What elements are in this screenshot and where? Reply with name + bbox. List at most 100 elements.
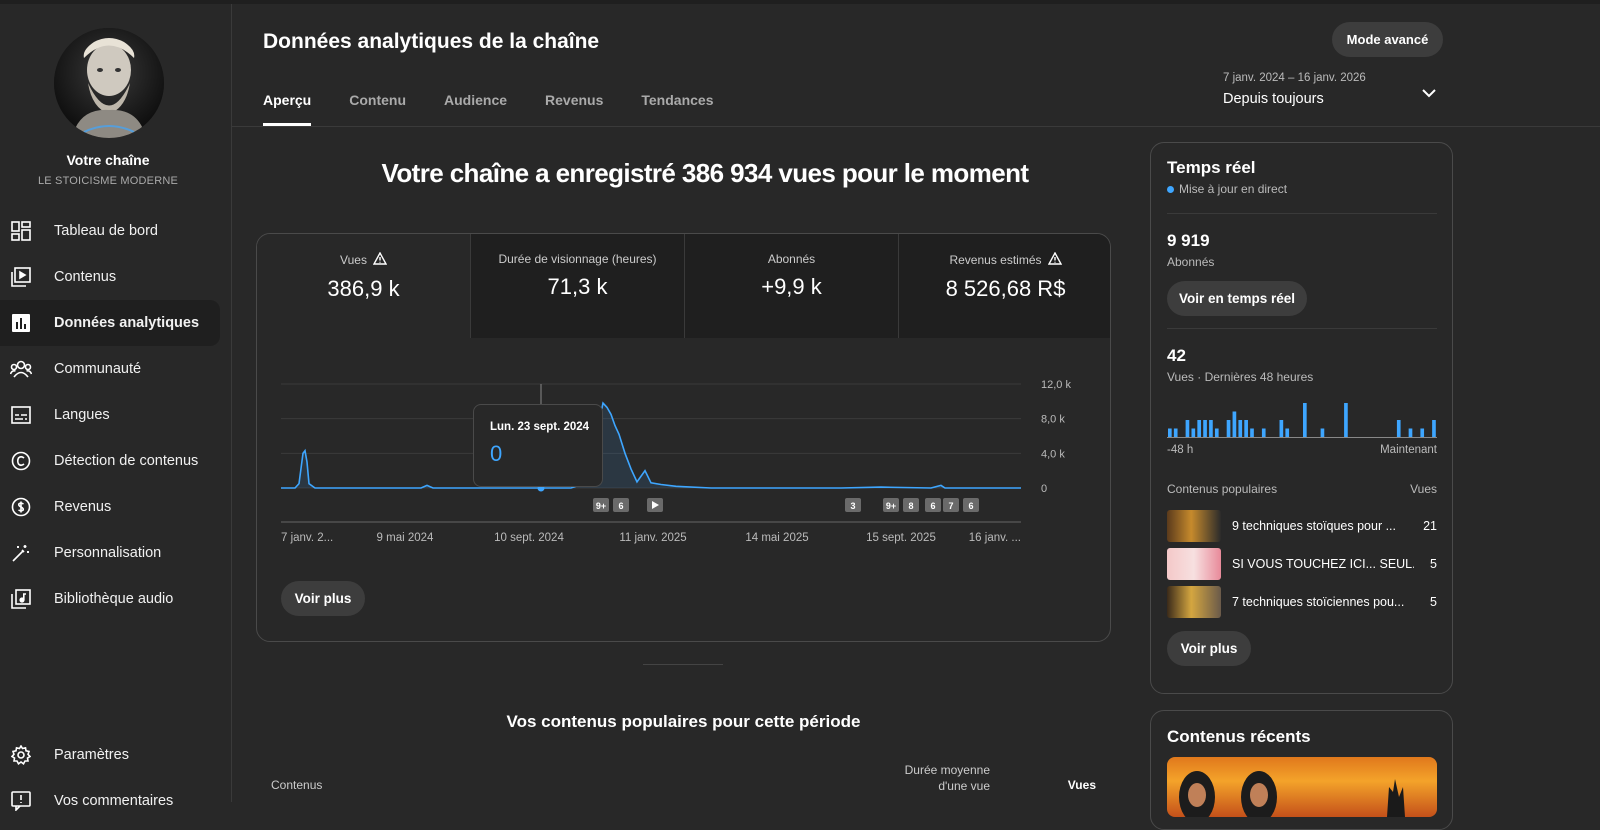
- metric-title: Abonnés: [767, 252, 816, 266]
- sidebar: Votre chaîne LE STOICISME MODERNE Tablea…: [0, 4, 232, 811]
- column-header-duration[interactable]: Durée moyenne d'une vue: [880, 762, 990, 794]
- y-tick-label: 0: [1041, 483, 1047, 495]
- popular-item[interactable]: 7 techniques stoïciennes pou... 5: [1167, 585, 1437, 619]
- realtime-see-more-button[interactable]: Voir plus: [1167, 631, 1251, 666]
- video-thumbnail: [1167, 548, 1221, 580]
- sidebar-item-earn[interactable]: Revenus: [0, 484, 220, 530]
- annotation-label: 9+: [596, 501, 606, 511]
- annotation-marker: [943, 498, 959, 512]
- realtime-divider: [1167, 213, 1437, 214]
- realtime-card: Temps réel Mise à jour en direct 9 919 A…: [1150, 142, 1453, 694]
- realtime-title: Temps réel: [1167, 158, 1256, 177]
- realtime-subscribers: 9 919: [1167, 231, 1210, 250]
- popular-item[interactable]: SI VOUS TOUCHEZ ICI... SEUL... 5: [1167, 547, 1437, 581]
- column-header-views[interactable]: Vues: [1067, 778, 1096, 792]
- realtime-bar: [1214, 428, 1219, 437]
- sidebar-item-content-id[interactable]: Détection de contenus: [0, 438, 220, 484]
- popular-item[interactable]: 9 techniques stoïques pour ... 21: [1167, 509, 1437, 543]
- annotation-label: 6: [618, 501, 623, 511]
- realtime-bar: [1209, 420, 1213, 437]
- channel-avatar[interactable]: [54, 28, 164, 138]
- annotation-marker: [963, 498, 979, 512]
- live-dot-icon: [1167, 185, 1174, 193]
- sidebar-item-customization[interactable]: Personnalisation: [0, 530, 220, 576]
- metric-views[interactable]: Vues 386,9 k: [257, 234, 470, 338]
- sidebar-item-dashboard[interactable]: Tableau de bord: [0, 208, 220, 254]
- realtime-range-start: -48 h: [1167, 444, 1194, 456]
- realtime-bar: [1185, 420, 1190, 437]
- popular-item-views: 5: [1430, 595, 1437, 609]
- sidebar-item-label: Contenus: [54, 269, 117, 285]
- realtime-bar: [1250, 428, 1254, 437]
- annotation-marker: [903, 498, 919, 512]
- annotation-marker: [845, 498, 861, 512]
- date-preset[interactable]: Depuis toujours: [1223, 91, 1324, 107]
- see-realtime-button[interactable]: Voir en temps réel: [1167, 281, 1307, 316]
- annotation-label: 6: [968, 501, 973, 511]
- see-more-button[interactable]: Voir plus: [281, 581, 365, 616]
- y-tick-label: 12,0 k: [1041, 379, 1071, 391]
- realtime-views: 42: [1167, 346, 1186, 365]
- metric-subscribers[interactable]: Abonnés +9,9 k: [684, 234, 898, 338]
- annotation-label: 8: [908, 501, 913, 511]
- realtime-bar-chart[interactable]: [1167, 396, 1437, 438]
- x-tick-label: 11 janv. 2025: [619, 532, 686, 544]
- realtime-live-label: Mise à jour en direct: [1179, 182, 1288, 196]
- sidebar-item-label: Langues: [54, 407, 110, 423]
- sidebar-item-label: Tableau de bord: [54, 223, 158, 239]
- sidebar-item-audio-library[interactable]: Bibliothèque audio: [0, 576, 220, 622]
- header-divider: [232, 126, 1600, 127]
- x-tick-label: 10 sept. 2024: [494, 532, 564, 544]
- popular-item-title: SI VOUS TOUCHEZ ICI... SEUL...: [1232, 557, 1414, 571]
- advanced-mode-button[interactable]: Mode avancé: [1332, 22, 1443, 57]
- popular-item-title: 7 techniques stoïciennes pou...: [1232, 595, 1405, 609]
- realtime-bar: [1197, 420, 1202, 437]
- play-icon: [652, 501, 659, 509]
- realtime-bar: [1432, 420, 1436, 437]
- tab-audience[interactable]: Audience: [444, 92, 508, 108]
- metric-value: +9,9 k: [761, 274, 822, 299]
- views-headline: Votre chaîne a enregistré 386 934 vues p…: [381, 158, 1029, 188]
- recent-video-thumbnail[interactable]: [1167, 757, 1437, 817]
- annotation-label: 3: [850, 501, 855, 511]
- metric-revenue[interactable]: Revenus estimés 8 526,68 R$: [898, 234, 1110, 338]
- tooltip-date: Lun. 23 sept. 2024: [490, 421, 590, 433]
- chevron-down-icon[interactable]: [1420, 84, 1438, 102]
- date-range[interactable]: 7 janv. 2024 – 16 janv. 2026: [1223, 72, 1366, 84]
- realtime-bar: [1238, 420, 1243, 437]
- column-header-duration-line1: Durée moyenne: [904, 763, 990, 777]
- popular-item-title: 9 techniques stoïques pour ...: [1232, 519, 1396, 533]
- tooltip-value: 0: [490, 441, 503, 466]
- sidebar-item-label: Communauté: [54, 361, 142, 377]
- section-divider: [643, 664, 723, 665]
- views-chart[interactable]: 12,0 k 8,0 k 4,0 k 0 9+ 6 3 9+ 8 6 7 6 7 janv. 2... 9…: [257, 338, 1110, 558]
- tab-overview[interactable]: Aperçu: [263, 92, 312, 126]
- popular-content-title: Vos contenus populaires pour cette pério…: [506, 712, 861, 731]
- tab-revenue[interactable]: Revenus: [545, 92, 604, 108]
- realtime-divider: [1167, 328, 1437, 329]
- tab-content[interactable]: Contenu: [349, 92, 406, 108]
- realtime-bar: [1168, 428, 1172, 437]
- realtime-bar: [1279, 420, 1284, 437]
- tab-trends[interactable]: Tendances: [641, 92, 714, 108]
- recent-content-card: Contenus récents: [1150, 710, 1453, 830]
- realtime-bar: [1232, 411, 1237, 437]
- realtime-bar: [1344, 403, 1348, 437]
- sidebar-item-settings[interactable]: Paramètres: [0, 732, 220, 778]
- dashboard-icon: [10, 220, 32, 242]
- dollar-icon: [10, 496, 32, 518]
- audio-library-icon: [10, 588, 32, 610]
- page-title: Données analytiques de la chaîne: [263, 30, 600, 53]
- sidebar-item-languages[interactable]: Langues: [0, 392, 220, 438]
- metric-watch-time[interactable]: Durée de visionnage (heures) 71,3 k: [470, 234, 684, 338]
- metric-value: 386,9 k: [327, 276, 400, 301]
- sidebar-item-label: Vos commentaires: [54, 793, 174, 809]
- sidebar-item-feedback[interactable]: Vos commentaires: [0, 778, 220, 824]
- series-area: [281, 403, 1021, 488]
- sidebar-item-analytics[interactable]: Données analytiques: [0, 300, 220, 346]
- sidebar-item-label: Revenus: [54, 499, 112, 515]
- realtime-views-label: Vues · Dernières 48 heures: [1167, 370, 1314, 384]
- video-thumbnail: [1167, 510, 1221, 542]
- sidebar-item-content[interactable]: Contenus: [0, 254, 220, 300]
- sidebar-item-community[interactable]: Communauté: [0, 346, 220, 392]
